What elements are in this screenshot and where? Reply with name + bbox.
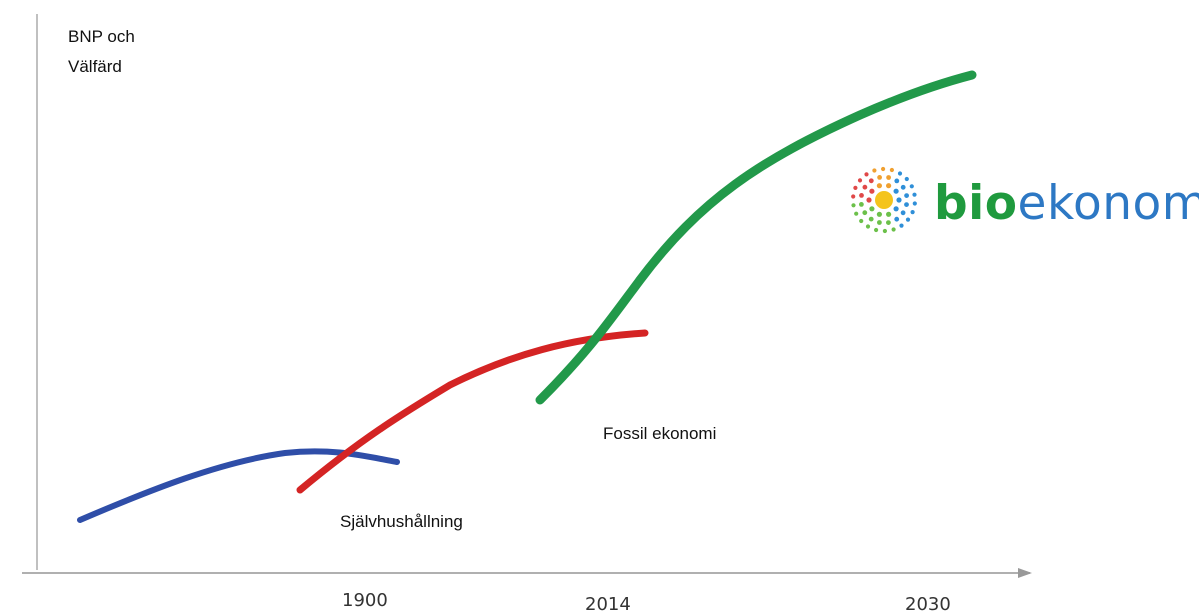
logo-dot [905, 217, 911, 222]
logo-dot [886, 220, 891, 226]
logo-dot [886, 211, 892, 217]
logo-dot [893, 206, 899, 212]
logo-dot [876, 211, 883, 217]
y-axis-label-line-2: Välfärd [68, 57, 122, 76]
y-axis-label: BNP och Välfärd [68, 22, 135, 82]
logo-dot [877, 175, 882, 180]
logo-dot [859, 193, 864, 198]
series-line-fossil-ekonomi [296, 329, 649, 494]
logo-dot [862, 210, 868, 216]
logo-dot [893, 188, 899, 194]
logo-dot [877, 220, 882, 225]
logo-dot [857, 178, 863, 183]
logo-dot [868, 216, 874, 222]
logo-dot [865, 224, 871, 229]
logo-dot [866, 197, 872, 203]
logo-dot [897, 171, 903, 176]
logo-dot [864, 172, 869, 177]
x-tick-label: 2030 [905, 594, 951, 615]
logo-dot [894, 216, 900, 222]
logo-dot [876, 183, 883, 189]
logo-dot [874, 227, 879, 233]
logo-dot [912, 192, 917, 197]
series-label-fossil-ekonomi: Fossil ekonomi [603, 424, 717, 443]
logo-dot [881, 166, 886, 172]
y-axis-label-line-1: BNP och [68, 27, 135, 46]
logo-dots-icon [851, 166, 917, 234]
logo-dot [882, 228, 888, 234]
logo-dot [854, 211, 859, 216]
logo-dot [909, 184, 914, 189]
logo-dot [868, 178, 874, 184]
series-label-sjalvhushallning: Självhushållning [340, 512, 463, 531]
x-tick-label: 2014 [585, 594, 631, 615]
logo-bio: bio [934, 176, 1018, 231]
logo-dot [899, 223, 904, 228]
logo-dot [859, 218, 864, 224]
logo-dot [886, 183, 892, 189]
logo-dot [904, 193, 909, 199]
logo-sun-dot [875, 191, 893, 209]
logo-dot [904, 176, 909, 182]
logo-dot [859, 202, 864, 207]
logo-dot [886, 175, 891, 180]
logo-dot [912, 201, 917, 206]
logo-dot [900, 210, 906, 216]
x-tick-label: 1900 [342, 590, 388, 611]
logo-dot [900, 184, 906, 190]
logo-dot [853, 185, 858, 190]
logo-dot [889, 167, 895, 173]
logo-dot [869, 188, 875, 194]
logo-wordmark: bioekonomi [934, 176, 1199, 231]
logo-dot [894, 178, 900, 184]
logo-dot [851, 203, 856, 208]
series-line-sjalvhushallning [77, 448, 400, 523]
series-line-bioekonomi [535, 70, 977, 405]
logo-dot [851, 194, 856, 199]
logo-dot [896, 197, 902, 203]
logo-dot [910, 210, 915, 215]
logo-ekonomi: ekonomi [1017, 176, 1199, 231]
logo-dot [891, 227, 896, 232]
logo-dot [872, 168, 877, 173]
logo-dot [904, 202, 909, 208]
logo-dot [862, 184, 868, 190]
logo-dot [869, 206, 875, 212]
